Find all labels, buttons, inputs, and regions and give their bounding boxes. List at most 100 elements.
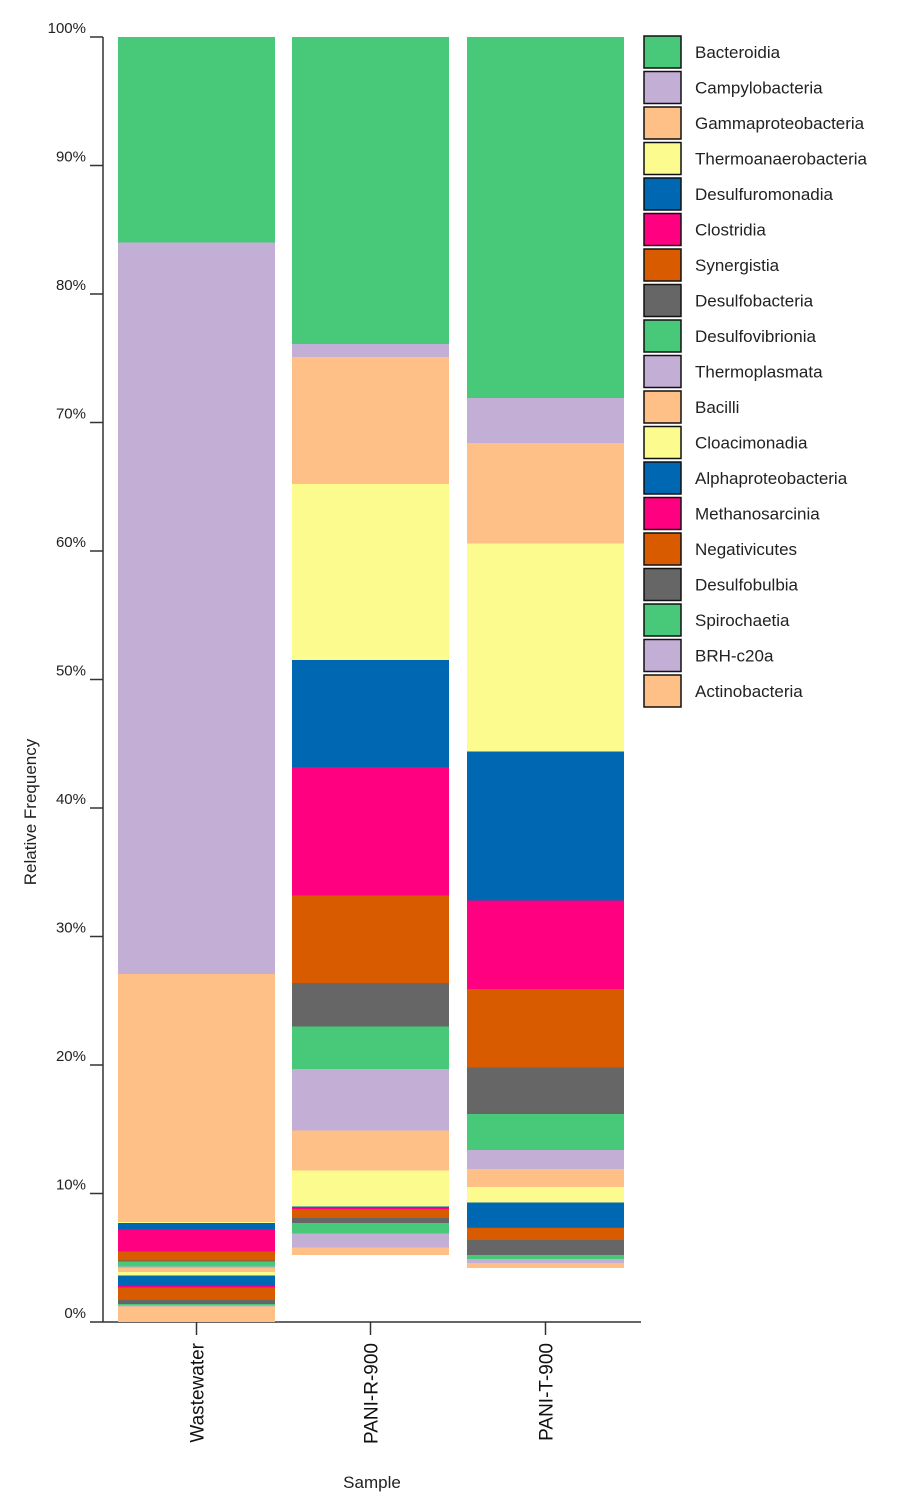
legend-swatch [643, 532, 682, 566]
bar-segment-thermoanaerobacteria [292, 484, 449, 661]
legend-swatch [643, 638, 682, 673]
bar-segment-desulfobulbia [292, 1217, 449, 1224]
y-ticks: 0% 10% 20% 30% 40% 50% 60% 70% 80% 90% 100% [48, 20, 103, 1323]
legend-swatch [643, 603, 682, 637]
bar-segment-methanosarcinia [467, 1226, 624, 1229]
legend-item: Desulfobacteria [643, 283, 814, 318]
bar-stack-wastewater [118, 37, 275, 1322]
legend-label: Methanosarcinia [695, 505, 820, 524]
bar-segment-thermoanaerobacteria [118, 1221, 275, 1224]
bar-segment-actinobacteria [467, 1262, 624, 1269]
legend-label: Desulfuromonadia [695, 185, 834, 204]
bar-segment-desulfobulbia [467, 1239, 624, 1256]
legend-label: Bacilli [695, 398, 739, 417]
bar-segment-cloacimonadia [467, 1187, 624, 1203]
bar-segment-desulfobacteria [292, 982, 449, 1027]
bar-segment-methanosarcinia [118, 1286, 275, 1288]
legend-swatch [643, 248, 682, 282]
legend-item: Bacteroidia [643, 35, 781, 69]
bar-segment-campylobacteria [292, 344, 449, 357]
x-tick-label: PANI-R-900 [362, 1343, 383, 1444]
bar-segment-bacteroidia [467, 37, 624, 399]
bar-segment-clostridia [118, 1229, 275, 1252]
legend-swatch [643, 106, 682, 140]
y-axis-title: Relative Frequency [21, 738, 40, 885]
bar-segment-campylobacteria [467, 398, 624, 444]
bar-segment-cloacimonadia [292, 1170, 449, 1207]
bar-segment-negativicutes [292, 1208, 449, 1218]
bar-segment-desulfobacteria [118, 1260, 275, 1262]
y-tick-label: 40% [56, 791, 86, 808]
legend-item: Cloacimonadia [643, 425, 808, 460]
legend-label: Thermoanaerobacteria [695, 150, 868, 169]
y-tick-label: 90% [56, 149, 86, 166]
bar-segment-actinobacteria [118, 1306, 275, 1322]
legend-swatch [643, 283, 682, 318]
bar-segment-desulfovibrionia [118, 1261, 275, 1267]
legend-swatch [643, 212, 682, 247]
bar-segment-gammaproteobacteria [292, 356, 449, 485]
bar-segment-spirochaetia [292, 1223, 449, 1234]
legend-item: Gammaproteobacteria [643, 106, 865, 140]
bar-segment-bacteroidia [292, 37, 449, 345]
legend-label: Gammaproteobacteria [695, 114, 865, 133]
bar-segment-thermoplasmata [467, 1149, 624, 1170]
legend-label: Actinobacteria [695, 682, 803, 701]
y-tick-label: 70% [56, 406, 86, 423]
legend-label: Desulfobulbia [695, 576, 799, 595]
bar-segment-alphaproteobacteria [292, 1206, 449, 1208]
legend-item: Negativicutes [643, 532, 797, 566]
bar-segment-thermoplasmata [292, 1068, 449, 1131]
bar-segment-bacilli [118, 1268, 275, 1272]
legend-label: BRH-c20a [695, 647, 774, 666]
bar-segment-clostridia [292, 766, 449, 896]
y-tick-label: 20% [56, 1048, 86, 1065]
bar-segment-negativicutes [467, 1228, 624, 1240]
bar-segment-desulfobacteria [467, 1067, 624, 1114]
bar-segment-bacilli [292, 1130, 449, 1171]
legend-swatch [643, 177, 682, 211]
bar-segment-cloacimonadia [118, 1271, 275, 1276]
legend-swatch [643, 354, 682, 389]
legend-label: Clostridia [695, 221, 766, 240]
legend-swatch [643, 319, 682, 353]
bar-segment-gammaproteobacteria [467, 443, 624, 544]
x-tick-label: PANI-T-900 [537, 1343, 558, 1441]
bars [118, 37, 624, 1322]
y-tick-label: 100% [48, 20, 86, 37]
bar-segment-brh-c20a [467, 1259, 624, 1263]
bar-segment-synergistia [292, 895, 449, 983]
bar-segment-clostridia [467, 900, 624, 990]
bar-segment-gammaproteobacteria [118, 973, 275, 1222]
legend-swatch [643, 70, 682, 105]
bar-segment-alphaproteobacteria [467, 1202, 624, 1227]
legend-label: Thermoplasmata [695, 363, 823, 382]
y-tick-label: 30% [56, 920, 86, 937]
y-tick-label: 50% [56, 663, 86, 680]
legend-item: Alphaproteobacteria [643, 461, 848, 495]
legend-label: Alphaproteobacteria [695, 469, 848, 488]
bar-segment-brh-c20a [292, 1233, 449, 1248]
legend-label: Campylobacteria [695, 79, 823, 98]
bar-segment-campylobacteria [118, 242, 275, 974]
legend-item: Actinobacteria [643, 674, 803, 708]
legend-item: Spirochaetia [643, 603, 790, 637]
bar-segment-spirochaetia [467, 1255, 624, 1260]
bar-segment-bacilli [467, 1169, 624, 1188]
legend-swatch [643, 496, 682, 531]
bar-segment-desulfuromonadia [292, 660, 449, 767]
x-tick-label: Wastewater [188, 1342, 209, 1442]
legend-item: Desulfovibrionia [643, 319, 816, 353]
bar-segment-methanosarcinia [292, 1207, 449, 1209]
bar-segment-synergistia [118, 1251, 275, 1261]
y-tick-label: 80% [56, 277, 86, 294]
legend-item: Methanosarcinia [643, 496, 820, 531]
legend-swatch [643, 567, 682, 602]
legend-label: Desulfovibrionia [695, 327, 816, 346]
bar-segment-desulfovibrionia [292, 1026, 449, 1069]
legend-item: Bacilli [643, 390, 739, 424]
legend-swatch [643, 35, 682, 69]
bar-segment-desulfuromonadia [467, 751, 624, 901]
bar-segment-synergistia [467, 989, 624, 1068]
